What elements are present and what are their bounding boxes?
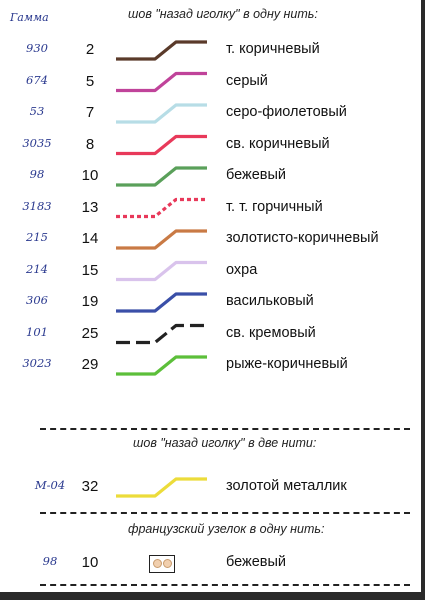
section-divider [40, 428, 410, 430]
stitch-line [116, 229, 207, 250]
french-knot-swatch [149, 555, 175, 573]
row-code: 306 [26, 293, 48, 307]
row-code: 674 [26, 72, 48, 87]
knot-dot [163, 559, 172, 568]
row-code: 98 [42, 554, 58, 568]
row-code: 930 [26, 41, 48, 55]
section-divider [40, 512, 410, 514]
stitch-line [116, 260, 207, 282]
row-color-name: т. т. горчичный [226, 198, 323, 215]
row-number: 7 [85, 104, 95, 121]
section3-title: французский узелок в одну нить: [128, 522, 325, 536]
stitch-line [116, 40, 207, 61]
row-color-name: бежевый [226, 554, 287, 570]
row-color-name: васильковый [226, 293, 314, 309]
row-color-name: св. кремовый [226, 324, 316, 341]
row-color-name: охра [226, 261, 258, 278]
row-number: 2 [85, 41, 95, 58]
row-code: 98 [29, 167, 45, 181]
section1-title: шов "назад иголку" в одну нить: [128, 7, 318, 21]
row-code: 53 [29, 104, 45, 118]
stitch-line [116, 103, 207, 124]
row-color-name: серо-фиолетовый [226, 104, 347, 120]
stitch-line [116, 166, 207, 187]
section-divider [40, 584, 410, 586]
section2-title: шов "назад иголку" в две нити: [133, 436, 317, 450]
row-number: 13 [81, 198, 99, 216]
row-number: 10 [81, 554, 99, 571]
row-code: М-04 [34, 478, 66, 492]
legend-page [4, 0, 421, 592]
row-number: 8 [85, 135, 95, 153]
row-number: 32 [81, 478, 99, 495]
row-number: 14 [81, 230, 99, 247]
stitch-line [116, 71, 207, 93]
knot-dot [153, 559, 162, 568]
row-color-name: бежевый [226, 167, 287, 183]
stitch-line [116, 355, 207, 376]
row-number: 29 [81, 356, 99, 373]
row-code: 101 [26, 324, 48, 339]
row-code: 3023 [22, 356, 52, 370]
stitch-line [116, 197, 207, 219]
row-color-name: золотой металлик [226, 478, 347, 494]
stitch-line [116, 323, 207, 345]
row-number: 15 [81, 261, 99, 279]
row-code: 215 [26, 230, 48, 244]
row-number: 25 [81, 324, 99, 342]
row-number: 19 [81, 293, 99, 310]
row-number: 10 [81, 167, 99, 184]
scan-border-right [421, 0, 425, 600]
stitch-line [116, 292, 207, 313]
row-code: 3183 [22, 198, 52, 213]
row-code: 3035 [22, 135, 52, 150]
stitch-line [116, 477, 207, 498]
row-number: 5 [85, 72, 95, 90]
row-color-name: серый [226, 72, 268, 89]
row-color-name: золотисто-коричневый [226, 230, 379, 246]
gamma-header: Гамма [10, 11, 49, 24]
stitch-line [116, 134, 207, 156]
row-color-name: рыже-коричневый [226, 356, 348, 372]
scan-border-bottom [0, 592, 425, 600]
row-code: 214 [26, 261, 48, 276]
row-color-name: т. коричневый [226, 41, 320, 57]
row-color-name: св. коричневый [226, 135, 330, 152]
